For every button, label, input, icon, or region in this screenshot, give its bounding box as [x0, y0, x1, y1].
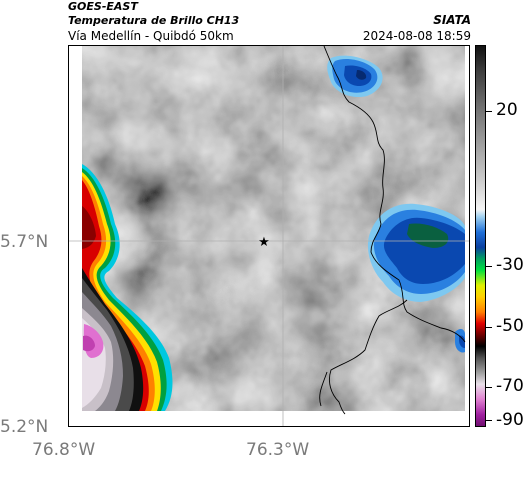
- colorbar-label: -30: [496, 255, 524, 275]
- colorbar-tick: [486, 387, 492, 388]
- colorbar-tick: [486, 111, 492, 112]
- map-canvas: ★: [69, 46, 469, 426]
- agency-label: SIATA: [433, 13, 471, 27]
- colorbar-label: -90: [496, 410, 524, 430]
- datetime-label: 2024-08-08 18:59: [362, 29, 471, 43]
- lat-label-5-2: 5.2°N: [0, 417, 49, 437]
- lon-label-76-8: 76.8°W: [32, 440, 96, 460]
- cold-cloud-east: [367, 203, 465, 353]
- colorbar-tick: [486, 266, 492, 267]
- colorbar-label: -70: [496, 376, 524, 396]
- star-icon: ★: [258, 235, 270, 250]
- region-subtitle: Vía Medellín - Quibdó 50km: [68, 29, 234, 43]
- lat-label-5-7: 5.7°N: [0, 232, 49, 252]
- colorbar-label: -50: [496, 316, 524, 336]
- temperature-colorbar: [475, 45, 486, 427]
- satellite-map[interactable]: ★: [68, 45, 470, 427]
- colorbar-tick: [486, 327, 492, 328]
- lon-label-76-3: 76.3°W: [246, 440, 310, 460]
- cold-cloud-west: [82, 164, 173, 411]
- product-title: Temperatura de Brillo CH13: [68, 14, 240, 27]
- satellite-title: GOES-EAST: [68, 0, 138, 13]
- colorbar-label: 20: [496, 100, 518, 120]
- colorbar-tick: [486, 420, 492, 421]
- boundary-lines: [319, 46, 466, 415]
